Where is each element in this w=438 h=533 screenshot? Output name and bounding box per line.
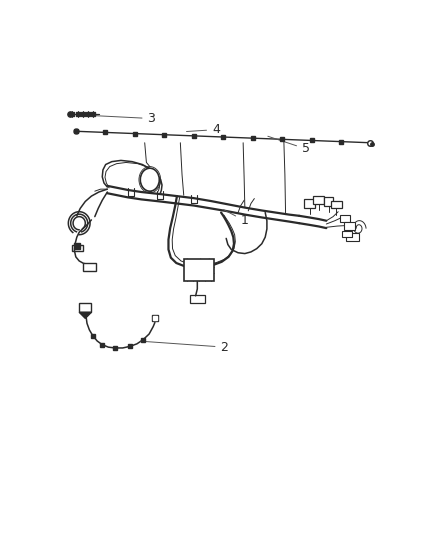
FancyBboxPatch shape	[324, 197, 333, 206]
Circle shape	[140, 168, 159, 191]
FancyBboxPatch shape	[332, 201, 342, 208]
FancyBboxPatch shape	[78, 303, 92, 312]
FancyBboxPatch shape	[72, 245, 83, 251]
FancyBboxPatch shape	[304, 199, 315, 207]
FancyBboxPatch shape	[184, 259, 214, 281]
Text: 4: 4	[187, 123, 220, 136]
Polygon shape	[79, 312, 92, 318]
Text: 5: 5	[268, 136, 310, 156]
FancyBboxPatch shape	[342, 231, 352, 237]
Text: 1: 1	[223, 209, 249, 227]
FancyBboxPatch shape	[190, 295, 205, 303]
FancyBboxPatch shape	[340, 215, 350, 222]
FancyBboxPatch shape	[344, 222, 355, 230]
FancyBboxPatch shape	[346, 233, 359, 241]
Text: 3: 3	[90, 112, 155, 125]
FancyBboxPatch shape	[314, 196, 324, 204]
Text: 2: 2	[141, 341, 228, 353]
FancyBboxPatch shape	[83, 263, 96, 271]
